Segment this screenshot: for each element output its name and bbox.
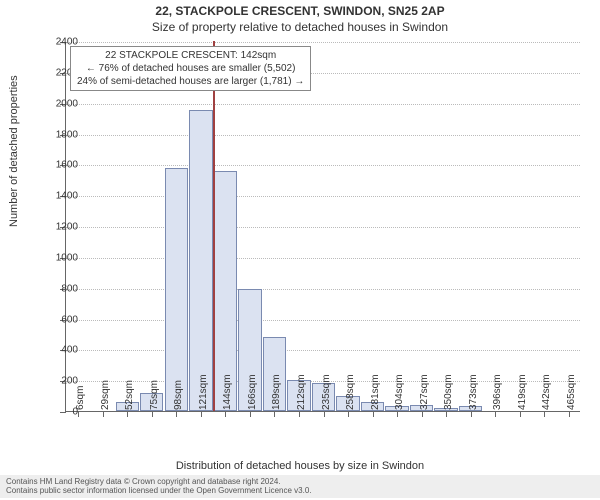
grid-line [66, 258, 580, 259]
grid-line [66, 135, 580, 136]
x-tick [250, 411, 251, 417]
x-tick [397, 411, 398, 417]
x-tick [422, 411, 423, 417]
x-tick [544, 411, 545, 417]
x-tick [495, 411, 496, 417]
y-tick-label: 200 [43, 376, 78, 387]
chart-subtitle: Size of property relative to detached ho… [0, 20, 600, 34]
grid-line [66, 196, 580, 197]
x-tick [152, 411, 153, 417]
chart-title: 22, STACKPOLE CRESCENT, SWINDON, SN25 2A… [0, 4, 600, 18]
x-tick [324, 411, 325, 417]
info-box: 22 STACKPOLE CRESCENT: 142sqm← 76% of de… [70, 46, 311, 91]
grid-line [66, 42, 580, 43]
grid-line [66, 289, 580, 290]
grid-line [66, 104, 580, 105]
y-tick-label: 2000 [43, 98, 78, 109]
x-tick [274, 411, 275, 417]
x-tick [446, 411, 447, 417]
x-tick [78, 411, 79, 417]
y-axis-title: Number of detached properties [8, 75, 20, 227]
x-tick [127, 411, 128, 417]
info-box-line: ← 76% of detached houses are smaller (5,… [77, 62, 304, 75]
y-tick-label: 0 [43, 407, 78, 418]
x-tick [299, 411, 300, 417]
info-box-line: 22 STACKPOLE CRESCENT: 142sqm [77, 49, 304, 62]
x-tick [225, 411, 226, 417]
property-marker-line [213, 41, 215, 411]
y-tick-label: 1000 [43, 252, 78, 263]
footer-line-1: Contains HM Land Registry data © Crown c… [6, 477, 594, 487]
histogram-bar [165, 168, 188, 411]
x-tick [176, 411, 177, 417]
x-tick [520, 411, 521, 417]
x-tick [569, 411, 570, 417]
grid-line [66, 320, 580, 321]
footer-line-2: Contains public sector information licen… [6, 486, 594, 496]
x-tick [103, 411, 104, 417]
plot-area: 6sqm29sqm52sqm75sqm98sqm121sqm144sqm166s… [65, 42, 580, 412]
histogram-bar [189, 110, 212, 411]
y-tick-label: 1400 [43, 191, 78, 202]
x-tick [348, 411, 349, 417]
chart-container: 22, STACKPOLE CRESCENT, SWINDON, SN25 2A… [0, 0, 600, 500]
grid-line [66, 350, 580, 351]
y-tick-label: 800 [43, 283, 78, 294]
y-tick-label: 400 [43, 345, 78, 356]
x-tick [471, 411, 472, 417]
y-tick-label: 1800 [43, 129, 78, 140]
grid-line [66, 165, 580, 166]
y-tick-label: 600 [43, 314, 78, 325]
x-tick [373, 411, 374, 417]
y-tick-label: 1200 [43, 222, 78, 233]
x-axis-title: Distribution of detached houses by size … [0, 460, 600, 472]
x-tick [201, 411, 202, 417]
grid-line [66, 227, 580, 228]
footer: Contains HM Land Registry data © Crown c… [0, 475, 600, 498]
y-tick-label: 1600 [43, 160, 78, 171]
info-box-line: 24% of semi-detached houses are larger (… [77, 75, 304, 88]
